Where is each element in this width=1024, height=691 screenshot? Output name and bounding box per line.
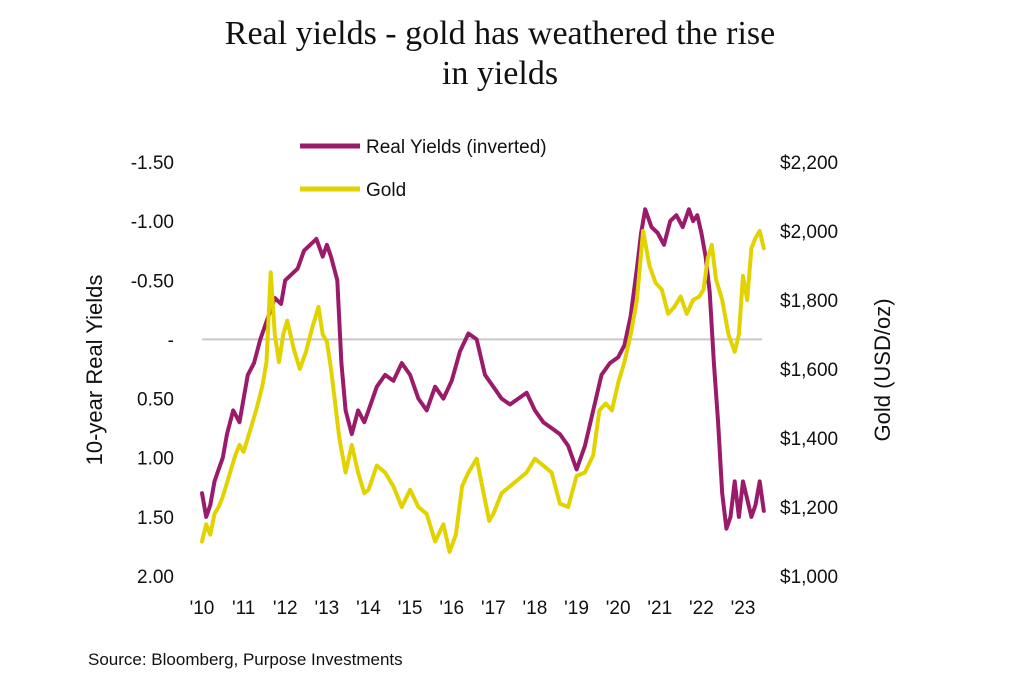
right-tick-label: $1,200: [780, 498, 838, 519]
right-axis-label: Gold (USD/oz): [870, 298, 895, 441]
x-axis-ticks: '10 '11 '12 '13 '14 '15 '16 '17 '18 '19 '20 '21 '22 '…: [190, 598, 756, 619]
chart-title: Real yields - gold has weathered the ris…: [0, 14, 1000, 94]
x-tick-label: '23: [731, 598, 756, 619]
series-line-gold: [200, 229, 766, 554]
left-tick-label: 1.00: [137, 449, 174, 470]
x-tick-label: '14: [356, 598, 381, 619]
right-tick-label: $1,000: [780, 567, 838, 588]
right-tick-label: $1,600: [780, 360, 838, 381]
x-tick-label: '18: [523, 598, 548, 619]
x-tick-label: '19: [564, 598, 589, 619]
series-line-real-yields: [200, 207, 766, 531]
chart-title-line-1: Real yields - gold has weathered the ris…: [224, 15, 776, 52]
right-tick-label: $1,400: [780, 429, 838, 450]
source-note: Source: Bloomberg, Purpose Investments: [88, 650, 403, 669]
x-tick-label: '10: [190, 598, 215, 619]
right-tick-label: $2,000: [780, 222, 838, 243]
legend: Real Yields (inverted) Gold: [300, 137, 547, 201]
left-tick-label: 0.50: [137, 390, 174, 411]
x-tick-label: '22: [689, 598, 714, 619]
x-tick-label: '17: [481, 598, 506, 619]
x-tick-label: '11: [232, 598, 255, 619]
left-tick-label: 2.00: [137, 567, 174, 588]
x-tick-label: '12: [273, 598, 298, 619]
x-tick-label: '21: [647, 598, 672, 619]
x-tick-label: '20: [606, 598, 631, 619]
left-tick-label: -0.50: [131, 271, 174, 292]
chart-title-line-2: in yields: [441, 55, 559, 92]
legend-label-gold: Gold: [366, 180, 406, 201]
series-layer: [200, 207, 766, 554]
right-tick-label: $2,200: [780, 153, 838, 174]
left-tick-label: -1.50: [131, 153, 174, 174]
x-tick-label: '13: [314, 598, 339, 619]
left-tick-label: -: [168, 330, 174, 351]
legend-label-real-yields: Real Yields (inverted): [366, 137, 547, 158]
left-tick-label: 1.50: [137, 508, 174, 529]
x-tick-label: '15: [398, 598, 423, 619]
x-tick-label: '16: [439, 598, 464, 619]
left-axis-ticks: -1.50-1.00-0.50-0.501.001.502.00: [131, 153, 174, 588]
right-tick-label: $1,800: [780, 291, 838, 312]
right-axis-ticks: $1,000 $1,200 $1,400 $1,600 $1,800 $2,000 $2,2…: [780, 153, 838, 588]
left-axis-label: 10-year Real Yields: [82, 275, 107, 466]
left-tick-label: -1.00: [131, 212, 174, 233]
